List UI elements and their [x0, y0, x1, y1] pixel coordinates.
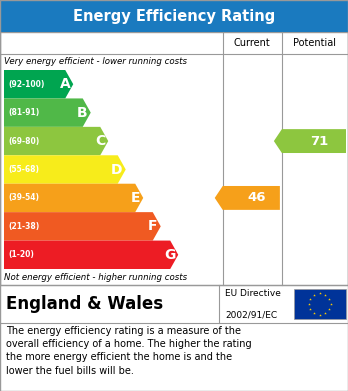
Text: (21-38): (21-38): [8, 222, 39, 231]
Text: A: A: [60, 77, 70, 91]
Text: 46: 46: [247, 192, 266, 204]
Polygon shape: [4, 99, 91, 127]
Text: C: C: [95, 134, 105, 148]
Text: (81-91): (81-91): [8, 108, 39, 117]
Bar: [294, 289, 346, 319]
Polygon shape: [4, 240, 178, 269]
Text: G: G: [164, 248, 175, 262]
Text: F: F: [148, 219, 158, 233]
Text: Energy Efficiency Rating: Energy Efficiency Rating: [73, 9, 275, 23]
Polygon shape: [215, 186, 280, 210]
Polygon shape: [274, 129, 346, 153]
Text: EU Directive: EU Directive: [225, 289, 281, 298]
Text: Potential: Potential: [293, 38, 337, 48]
Polygon shape: [4, 212, 161, 240]
Polygon shape: [4, 70, 73, 99]
Text: (92-100): (92-100): [8, 80, 45, 89]
Text: D: D: [111, 163, 123, 176]
Text: Very energy efficient - lower running costs: Very energy efficient - lower running co…: [4, 57, 187, 66]
Text: (39-54): (39-54): [8, 194, 39, 203]
Text: (69-80): (69-80): [8, 136, 39, 145]
Polygon shape: [4, 184, 143, 212]
Text: 2002/91/EC: 2002/91/EC: [225, 310, 277, 319]
Bar: [0, 32, 348, 285]
Text: (1-20): (1-20): [8, 250, 34, 259]
Text: 71: 71: [310, 135, 328, 147]
Polygon shape: [4, 155, 126, 184]
Polygon shape: [4, 127, 108, 155]
Text: England & Wales: England & Wales: [6, 295, 163, 313]
Text: The energy efficiency rating is a measure of the
overall efficiency of a home. T: The energy efficiency rating is a measur…: [6, 326, 252, 376]
Text: Not energy efficient - higher running costs: Not energy efficient - higher running co…: [4, 273, 187, 282]
Text: (55-68): (55-68): [8, 165, 39, 174]
Text: B: B: [77, 106, 88, 120]
Text: E: E: [131, 191, 140, 205]
Bar: [0, 0, 348, 32]
Text: Current: Current: [234, 38, 271, 48]
